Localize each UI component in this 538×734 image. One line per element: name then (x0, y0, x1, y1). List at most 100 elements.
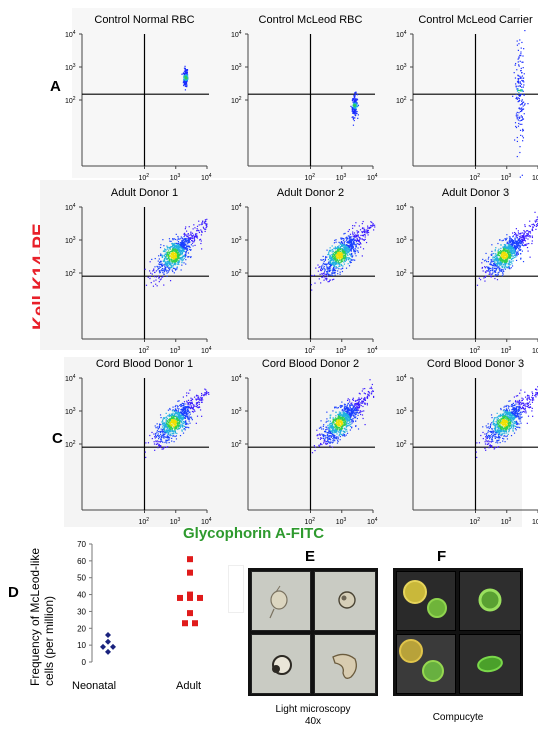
y-tick-label: 102 (65, 440, 76, 449)
panel-d-y-tick-label: 30 (77, 607, 86, 616)
data-point-adult (192, 620, 198, 627)
row-panel-background (72, 8, 520, 178)
data-point-adult (187, 591, 193, 598)
cell-image (314, 634, 376, 694)
x-tick-label: 103 (170, 346, 181, 355)
panel-d-letter: D (8, 584, 19, 601)
x-tick-label: 102 (305, 346, 316, 355)
x-tick-label: 104 (532, 346, 538, 355)
x-tick-label: 104 (532, 517, 538, 526)
flow-plot: 102 102 103 103 104 104 (65, 374, 212, 526)
x-tick-label: 102 (470, 346, 481, 355)
panel-d-ylabel: Frequency of McLeod-like cells (per mill… (28, 547, 56, 686)
data-point-neonatal (105, 638, 111, 645)
panel-d-y-tick-label: 40 (77, 591, 86, 600)
y-tick-label: 104 (231, 374, 242, 383)
panel-d-y-tick-label: 0 (82, 658, 87, 667)
y-tick-label: 103 (231, 236, 242, 245)
x-tick-label: 103 (336, 173, 347, 182)
y-tick-label: 104 (65, 30, 76, 39)
panel-d-y-tick-label: 60 (77, 557, 86, 566)
data-point-adult (182, 620, 188, 627)
y-tick-label: 103 (65, 236, 76, 245)
y-tick-label: 104 (231, 30, 242, 39)
row-panel-background (40, 180, 510, 350)
x-tick-label: 104 (367, 517, 378, 526)
y-tick-label: 103 (396, 63, 407, 72)
data-point-adult (187, 594, 193, 601)
y-tick-label: 102 (65, 96, 76, 105)
data-point-neonatal (105, 632, 111, 639)
plot-title: Adult Donor 2 (276, 187, 345, 199)
y-tick-label: 104 (231, 203, 242, 212)
panel-f-letter: F (437, 548, 447, 565)
y-tick-label: 103 (65, 407, 76, 416)
data-point-adult (187, 556, 193, 563)
y-tick-label: 104 (396, 203, 407, 212)
data-point-neonatal (105, 648, 111, 655)
cell-image (396, 634, 456, 694)
category-label-adult: Adult (176, 680, 202, 692)
x-tick-label: 104 (532, 173, 538, 182)
x-tick-label: 102 (139, 173, 150, 182)
plot-title: Adult Donor 1 (110, 187, 179, 199)
x-tick-label: 102 (139, 346, 150, 355)
population-cloud (350, 91, 360, 126)
population-cloud (144, 218, 208, 287)
panel-e-caption-line1: Light microscopy (275, 704, 351, 715)
population-cloud (512, 30, 529, 178)
panel-d-y-tick-label: 10 (77, 641, 86, 650)
plot-title: Control Normal RBC (94, 14, 195, 26)
y-tick-label: 103 (231, 63, 242, 72)
x-tick-label: 102 (305, 173, 316, 182)
flow-plot: 102 102 103 103 104 104 (65, 203, 212, 355)
y-tick-label: 104 (65, 374, 76, 383)
y-tick-label: 104 (396, 374, 407, 383)
panel-f-caption: Compucyte (432, 712, 484, 723)
plot-title: Cord Blood Donor 2 (261, 358, 360, 370)
flow-plot: 102 102 103 103 104 104 (396, 203, 538, 355)
y-tick-label: 102 (231, 96, 242, 105)
row-letter-a: A (50, 78, 61, 95)
flow-plot: 102 102 103 103 104 104 (231, 30, 378, 182)
y-tick-label: 102 (231, 440, 242, 449)
population-cloud (476, 211, 538, 286)
y-tick-label: 103 (396, 407, 407, 416)
x-tick-label: 103 (501, 173, 512, 182)
flow-plot: 102 102 103 103 104 104 (396, 30, 538, 182)
plot-title: Adult Donor 3 (441, 187, 510, 199)
flow-plot: 102 102 103 103 104 104 (231, 374, 378, 526)
cell-image (251, 571, 311, 631)
x-tick-label: 103 (501, 346, 512, 355)
panel-d-y-tick-label: 70 (77, 540, 86, 549)
data-point-neonatal (110, 643, 116, 650)
y-tick-label: 102 (231, 269, 242, 278)
x-tick-label: 104 (201, 346, 212, 355)
x-tick-label: 103 (170, 517, 181, 526)
cell-image (314, 571, 376, 631)
spacer (228, 565, 244, 613)
panel-d-chart: 0 10 20 30 40 50 60 70 (77, 540, 203, 667)
x-tick-label: 104 (201, 517, 212, 526)
population-cloud (144, 388, 210, 459)
panel-e-caption-line2: 40x (304, 716, 322, 727)
x-tick-label: 104 (367, 173, 378, 182)
panel-e-letter: E (305, 548, 316, 565)
plot-title: Cord Blood Donor 1 (95, 358, 194, 370)
x-tick-label: 102 (139, 517, 150, 526)
cell-image (459, 571, 521, 631)
data-point-adult (187, 569, 193, 576)
data-point-neonatal (100, 643, 106, 650)
x-tick-label: 103 (336, 517, 347, 526)
x-tick-label: 102 (470, 173, 481, 182)
population-cloud (310, 220, 376, 291)
x-tick-label: 103 (170, 173, 181, 182)
y-tick-label: 102 (396, 96, 407, 105)
flow-plot: 102 102 103 103 104 104 (231, 203, 378, 355)
population-cloud (181, 65, 189, 91)
y-tick-label: 103 (231, 407, 242, 416)
data-point-adult (197, 594, 203, 601)
y-tick-label: 102 (396, 269, 407, 278)
data-point-adult (187, 610, 193, 617)
flow-plot: 102 102 103 103 104 104 (396, 374, 538, 526)
